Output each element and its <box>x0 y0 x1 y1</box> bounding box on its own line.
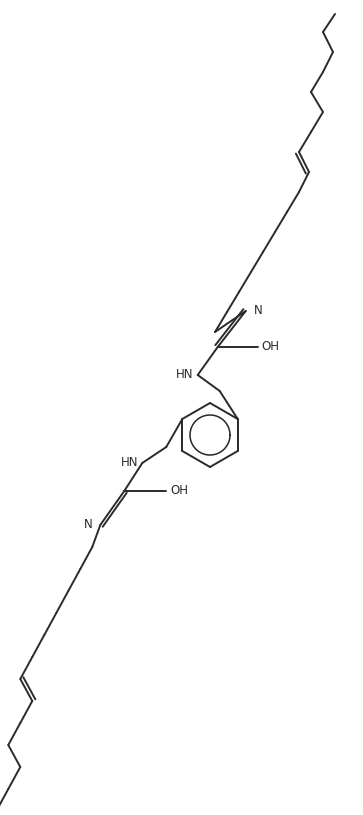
Text: N: N <box>254 305 262 318</box>
Text: N: N <box>83 518 92 531</box>
Text: HN: HN <box>176 368 194 381</box>
Text: HN: HN <box>121 456 138 469</box>
Text: OH: OH <box>170 484 188 497</box>
Text: OH: OH <box>262 341 280 354</box>
